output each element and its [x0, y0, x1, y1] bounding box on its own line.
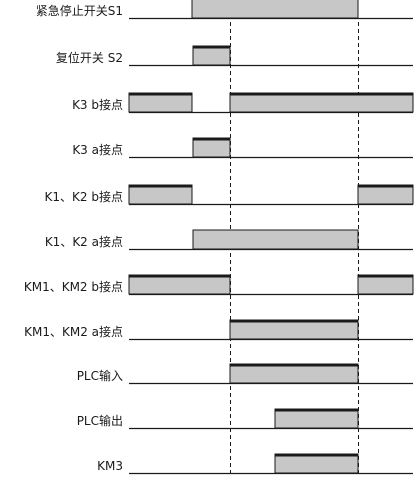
signal-rows: 紧急停止开关S1 复位开关 S2 K3 b接点 K3 a接点 K1、K2 b接点 K1、K… [24, 0, 414, 475]
signal-row-plcout: PLC输出 [77, 408, 413, 430]
signal-pulse [357, 274, 414, 295]
signal-label: K3 b接点 [72, 97, 123, 112]
signal-label: 复位开关 S2 [56, 50, 123, 65]
signal-label: 紧急停止开关S1 [36, 3, 123, 18]
signal-row-k12b: K1、K2 b接点 [45, 184, 414, 206]
signal-row-s1: 紧急停止开关S1 [36, 0, 413, 20]
signal-pulse [357, 184, 414, 205]
signal-label: PLC输入 [77, 368, 123, 383]
signal-label: KM3 [97, 459, 123, 473]
signal-label: K1、K2 b接点 [45, 189, 123, 204]
signal-pulse [229, 319, 359, 340]
signal-label: PLC输出 [77, 413, 123, 428]
signal-pulse [274, 408, 359, 429]
signal-pulse [192, 229, 359, 250]
signal-label: KM1、KM2 b接点 [24, 279, 123, 294]
signal-row-k3b: K3 b接点 [72, 92, 414, 114]
signal-pulse [128, 92, 193, 113]
signal-row-km3: KM3 [97, 453, 413, 475]
signal-row-k3a: K3 a接点 [72, 137, 413, 159]
signal-label: KM1、KM2 a接点 [24, 324, 123, 339]
signal-pulse [229, 363, 359, 384]
signal-row-s2: 复位开关 S2 [56, 45, 413, 67]
signal-pulse [274, 453, 359, 474]
signal-pulse [192, 137, 231, 158]
signal-label: K3 a接点 [72, 142, 123, 157]
signal-label: K1、K2 a接点 [45, 234, 123, 249]
signal-pulse [128, 274, 231, 295]
signal-pulse [229, 92, 414, 113]
signal-pulse [128, 184, 193, 205]
signal-row-km12b: KM1、KM2 b接点 [24, 274, 414, 296]
signal-row-k12a: K1、K2 a接点 [45, 229, 413, 251]
signal-pulse [192, 45, 231, 66]
signal-row-km12a: KM1、KM2 a接点 [24, 319, 413, 341]
signal-pulse [191, 0, 359, 19]
signal-row-plcin: PLC输入 [77, 363, 413, 385]
